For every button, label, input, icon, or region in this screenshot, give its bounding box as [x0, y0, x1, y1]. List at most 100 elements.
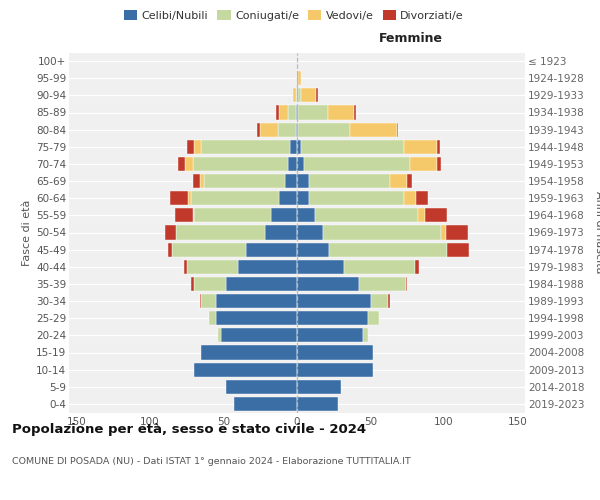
- Bar: [297, 174, 309, 188]
- Bar: [404, 140, 437, 154]
- Bar: [297, 226, 323, 239]
- Bar: [407, 174, 412, 188]
- Bar: [290, 140, 297, 154]
- Bar: [200, 294, 202, 308]
- Bar: [316, 88, 317, 102]
- Bar: [297, 362, 373, 376]
- Bar: [446, 226, 467, 239]
- Bar: [447, 242, 469, 256]
- Bar: [297, 346, 373, 360]
- Bar: [202, 140, 290, 154]
- Bar: [296, 88, 297, 102]
- Bar: [193, 157, 288, 171]
- Bar: [265, 226, 297, 239]
- Bar: [296, 122, 297, 136]
- Bar: [388, 294, 389, 308]
- Bar: [297, 208, 314, 222]
- Bar: [271, 208, 297, 222]
- Bar: [280, 191, 297, 205]
- Bar: [194, 362, 297, 376]
- Bar: [187, 260, 238, 274]
- Bar: [410, 157, 437, 171]
- Bar: [296, 106, 297, 120]
- Bar: [167, 242, 172, 256]
- Bar: [314, 208, 418, 222]
- Bar: [425, 208, 447, 222]
- Bar: [406, 277, 407, 291]
- Bar: [297, 140, 301, 154]
- Bar: [170, 191, 188, 205]
- Bar: [297, 397, 338, 411]
- Bar: [260, 122, 278, 136]
- Bar: [297, 380, 341, 394]
- Bar: [172, 242, 245, 256]
- Bar: [216, 294, 297, 308]
- Bar: [301, 140, 404, 154]
- Bar: [218, 328, 221, 342]
- Bar: [185, 157, 193, 171]
- Bar: [202, 346, 297, 360]
- Bar: [368, 311, 379, 325]
- Bar: [164, 226, 176, 239]
- Bar: [288, 106, 296, 120]
- Bar: [191, 277, 194, 291]
- Bar: [371, 294, 388, 308]
- Bar: [205, 174, 285, 188]
- Bar: [397, 122, 398, 136]
- Bar: [298, 106, 328, 120]
- Bar: [193, 174, 200, 188]
- Bar: [328, 106, 355, 120]
- Bar: [288, 157, 297, 171]
- Bar: [238, 260, 297, 274]
- Bar: [363, 328, 368, 342]
- Bar: [194, 277, 226, 291]
- Bar: [359, 277, 406, 291]
- Bar: [323, 226, 441, 239]
- Bar: [293, 88, 296, 102]
- Bar: [234, 397, 297, 411]
- Bar: [175, 208, 193, 222]
- Bar: [193, 208, 194, 222]
- Bar: [297, 122, 298, 136]
- Bar: [285, 174, 297, 188]
- Bar: [298, 88, 301, 102]
- Bar: [437, 157, 441, 171]
- Bar: [415, 260, 419, 274]
- Bar: [297, 88, 298, 102]
- Bar: [355, 106, 356, 120]
- Text: Popolazione per età, sesso e stato civile - 2024: Popolazione per età, sesso e stato civil…: [12, 422, 366, 436]
- Bar: [188, 191, 191, 205]
- Bar: [297, 191, 309, 205]
- Bar: [297, 157, 304, 171]
- Legend: Celibi/Nubili, Coniugati/e, Vedovi/e, Divorziati/e: Celibi/Nubili, Coniugati/e, Vedovi/e, Di…: [119, 6, 469, 25]
- Bar: [191, 191, 280, 205]
- Bar: [344, 260, 415, 274]
- Bar: [297, 328, 363, 342]
- Text: Femmine: Femmine: [379, 32, 443, 46]
- Bar: [389, 174, 407, 188]
- Y-axis label: Anni di nascita: Anni di nascita: [594, 191, 600, 274]
- Bar: [437, 140, 440, 154]
- Bar: [176, 226, 265, 239]
- Bar: [226, 380, 297, 394]
- Bar: [297, 277, 359, 291]
- Bar: [187, 140, 194, 154]
- Bar: [277, 106, 280, 120]
- Bar: [209, 311, 216, 325]
- Bar: [257, 122, 260, 136]
- Bar: [298, 71, 301, 85]
- Bar: [245, 242, 297, 256]
- Bar: [200, 174, 205, 188]
- Bar: [280, 106, 288, 120]
- Bar: [297, 311, 368, 325]
- Bar: [304, 157, 410, 171]
- Bar: [350, 122, 397, 136]
- Bar: [194, 140, 202, 154]
- Bar: [404, 191, 416, 205]
- Bar: [221, 328, 297, 342]
- Bar: [216, 311, 297, 325]
- Bar: [297, 106, 298, 120]
- Bar: [226, 277, 297, 291]
- Bar: [309, 174, 389, 188]
- Bar: [418, 208, 425, 222]
